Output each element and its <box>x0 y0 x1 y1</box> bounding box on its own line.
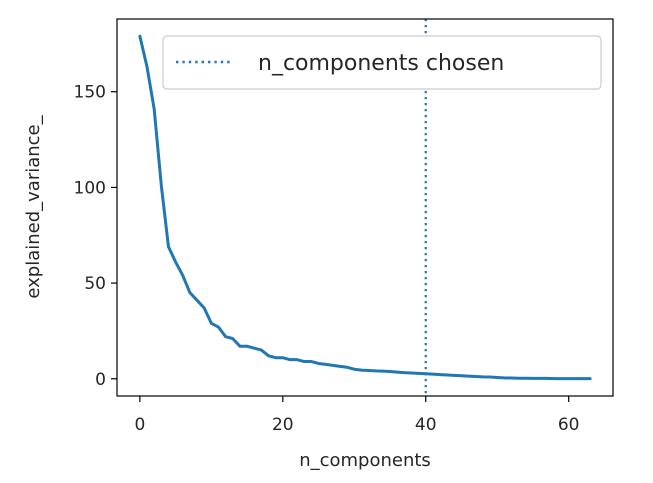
y-axis: 0 50 100 150 <box>74 83 117 390</box>
x-axis: 0 20 40 60 <box>134 396 580 435</box>
y-tick-label: 0 <box>95 370 106 390</box>
legend: n_components chosen <box>162 35 602 90</box>
y-tick-label: 100 <box>74 178 106 198</box>
y-axis-label: explained_variance_ <box>23 114 44 298</box>
x-tick-label: 20 <box>272 415 294 435</box>
x-tick-label: 60 <box>558 415 580 435</box>
legend-label-n-components-chosen: n_components chosen <box>258 51 504 76</box>
explained-variance-line <box>138 34 592 381</box>
x-axis-label: n_components <box>299 450 431 471</box>
plot-frame <box>116 18 614 397</box>
plot-area <box>138 19 592 396</box>
legend-box <box>162 35 602 90</box>
x-tick-label: 40 <box>415 415 437 435</box>
y-tick-label: 150 <box>74 83 106 103</box>
x-tick-label: 0 <box>134 415 145 435</box>
y-tick-label: 50 <box>84 274 106 294</box>
